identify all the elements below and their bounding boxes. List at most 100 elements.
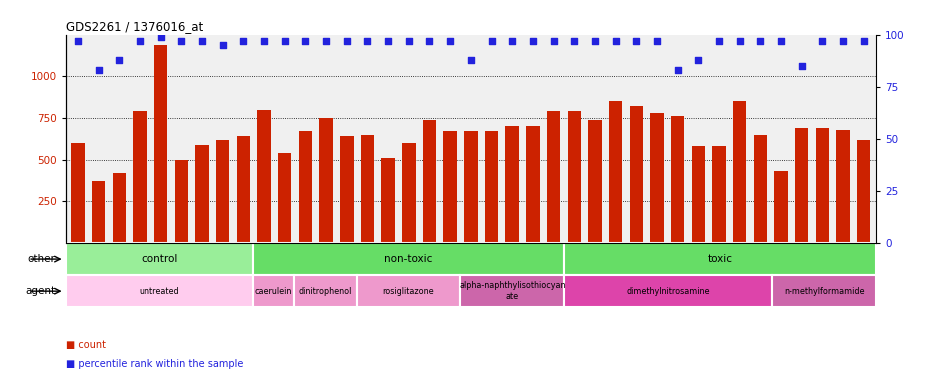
Point [298,38,313,44]
Point [484,38,499,44]
Bar [92,181,105,243]
Bar [771,275,875,307]
Point [442,38,457,44]
Bar [563,243,875,275]
Text: n-methylformamide: n-methylformamide [783,287,864,296]
Bar [340,136,353,243]
Bar [237,136,250,243]
Bar [460,275,563,307]
Text: alpha-naphthylisothiocyan
ate: alpha-naphthylisothiocyan ate [459,281,565,301]
Bar [66,275,253,307]
Point [277,38,292,44]
Point [856,38,870,44]
Point [359,38,374,44]
Point [710,38,725,44]
Point [546,38,561,44]
Text: ■ percentile rank within the sample: ■ percentile rank within the sample [66,359,242,369]
Point [731,38,746,44]
Text: toxic: toxic [707,254,732,264]
Bar [463,131,477,243]
Point [752,38,767,44]
Point [195,38,210,44]
Bar [71,143,84,243]
Point [318,38,333,44]
Bar [174,160,188,243]
Point [174,38,189,44]
Point [70,38,85,44]
Text: dimethylnitrosamine: dimethylnitrosamine [626,287,709,296]
Point [607,38,622,44]
Point [772,38,787,44]
Point [794,63,809,69]
Bar [773,171,787,243]
Bar [299,131,312,243]
Bar [112,173,126,243]
Bar [381,158,394,243]
Point [380,38,395,44]
Bar [422,120,436,243]
Text: dinitrophenol: dinitrophenol [299,287,352,296]
Point [566,38,581,44]
Text: rosiglitazone: rosiglitazone [382,287,434,296]
Bar [154,45,168,243]
Point [690,56,705,63]
Text: non-toxic: non-toxic [384,254,432,264]
Bar [360,135,373,243]
Point [236,38,251,44]
Bar [608,101,622,243]
Point [132,38,147,44]
Bar [216,140,229,243]
Point [91,67,106,73]
Text: control: control [140,254,177,264]
Bar [650,113,663,243]
Point [628,38,643,44]
Point [111,56,126,63]
Bar [526,126,539,243]
Point [215,42,230,48]
Bar [505,126,519,243]
Bar [732,101,746,243]
Bar [753,135,767,243]
Point [835,38,850,44]
Bar [711,146,724,243]
Bar [567,111,580,243]
Point [256,38,271,44]
Text: agent: agent [25,286,55,296]
Point [649,38,664,44]
Bar [484,131,498,243]
Bar [670,116,683,243]
Point [462,56,477,63]
Bar [402,143,415,243]
Bar [443,131,457,243]
Text: ■ count: ■ count [66,340,106,350]
Text: other: other [27,254,55,264]
Bar [257,109,271,243]
Bar [588,120,601,243]
Bar [133,111,147,243]
Bar [691,146,704,243]
Bar [629,106,642,243]
Point [669,67,684,73]
Point [525,38,540,44]
Text: caerulein: caerulein [255,287,292,296]
Point [814,38,829,44]
Point [587,38,602,44]
Bar [253,275,294,307]
Bar [253,243,563,275]
Bar [357,275,460,307]
Bar [856,140,870,243]
Point [505,38,519,44]
Bar [66,243,253,275]
Bar [294,275,357,307]
Text: GDS2261 / 1376016_at: GDS2261 / 1376016_at [66,20,202,33]
Bar [563,275,771,307]
Bar [836,130,849,243]
Bar [278,153,291,243]
Point [421,38,436,44]
Bar [794,128,808,243]
Text: untreated: untreated [139,287,179,296]
Point [401,38,416,44]
Point [154,33,168,40]
Bar [547,111,560,243]
Bar [814,128,828,243]
